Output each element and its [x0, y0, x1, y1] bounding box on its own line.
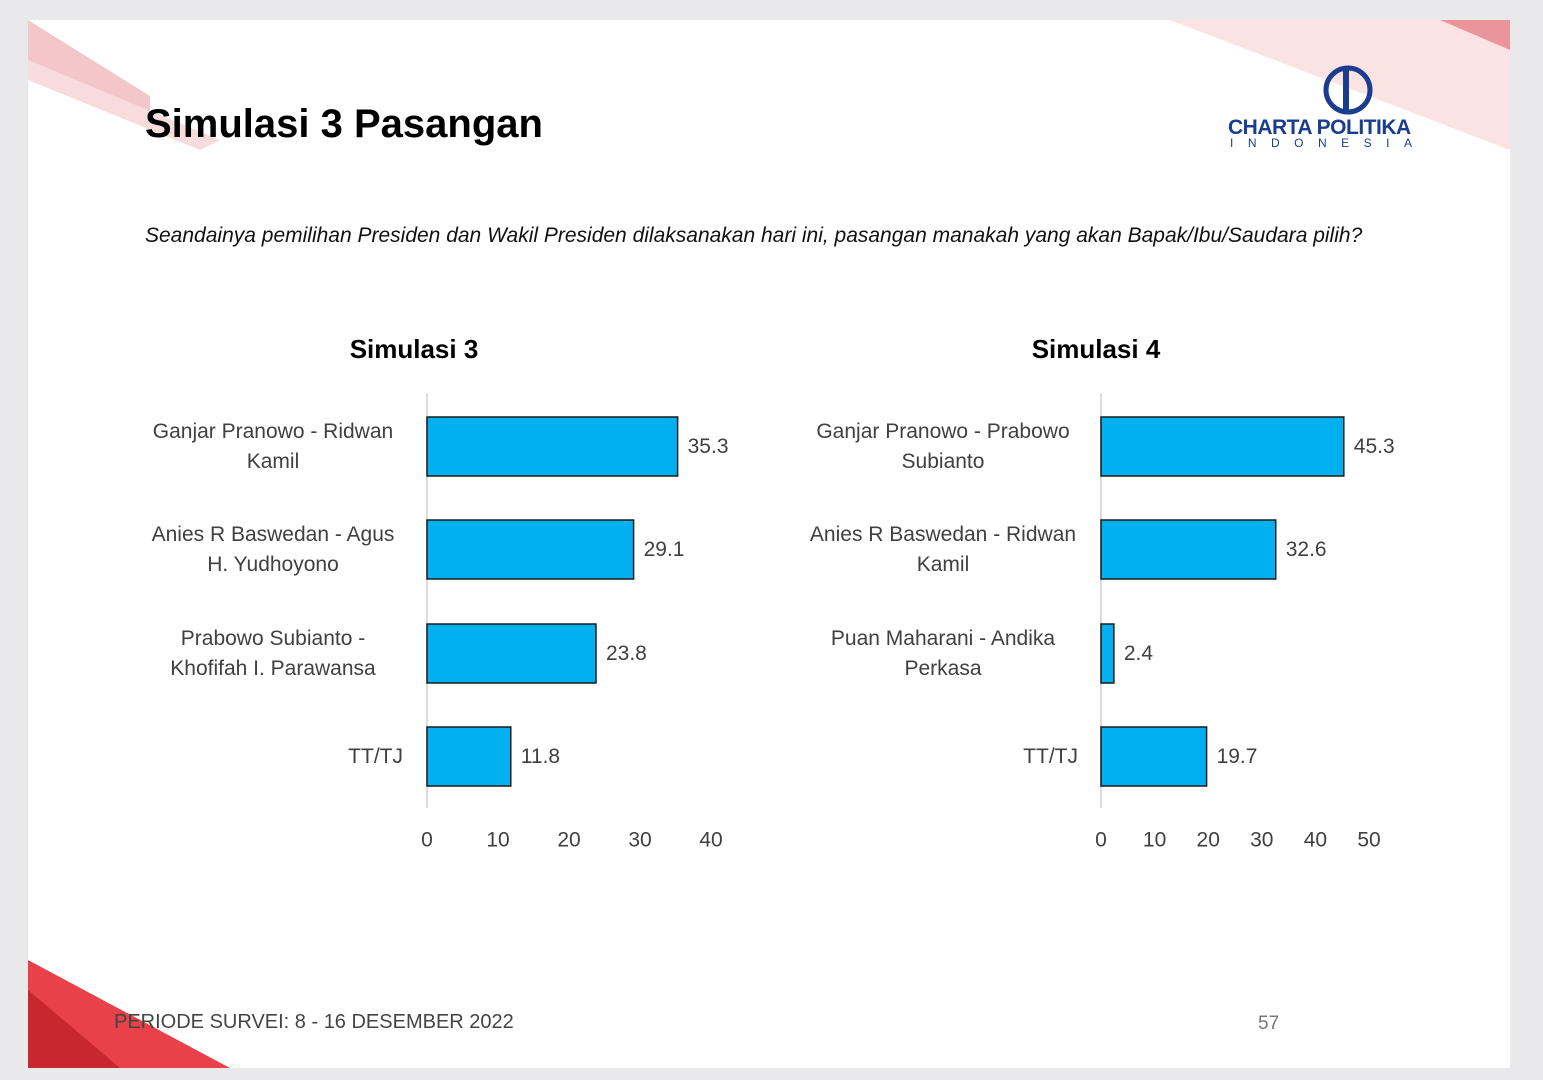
category-label-text: Anies R Baswedan - Ridwan Kamil: [809, 522, 1077, 576]
slide-title: Simulasi 3 Pasangan: [145, 102, 543, 146]
category-label-text: Anies R Baswedan - Agus H. Yudhoyono: [151, 522, 395, 576]
category-label: Ganjar Pranowo - Ridwan Kamil: [133, 417, 403, 477]
x-tick-label: 10: [1143, 829, 1166, 852]
x-tick-label: 20: [557, 829, 580, 852]
category-label-text: Puan Maharani - Andika Perkasa: [830, 626, 1056, 680]
value-label: 45.3: [1354, 435, 1395, 458]
x-tick-label: 40: [1304, 829, 1327, 852]
category-label-text: Ganjar Pranowo - Prabowo Subianto: [816, 419, 1070, 473]
page-number: 57: [1258, 1013, 1280, 1034]
value-label: 19.7: [1217, 745, 1258, 768]
decor: [1440, 20, 1510, 50]
decor: [28, 990, 120, 1068]
decor: [1170, 20, 1510, 150]
logo-country: INDONESIA: [1230, 136, 1427, 150]
logo-name: CHARTA POLITIKA: [1228, 116, 1411, 139]
question: Seandainya pemilihan Presiden dan Wakil …: [145, 224, 1363, 247]
value-label: 2.4: [1124, 642, 1154, 665]
x-tick-label: 10: [486, 829, 509, 852]
x-tick-label: 20: [1197, 829, 1220, 852]
value-label: 35.3: [688, 435, 729, 458]
value-label: 11.8: [521, 745, 560, 768]
value-label: 29.1: [644, 538, 685, 561]
value-label: 23.8: [606, 642, 647, 665]
logo-icon: [1323, 65, 1373, 115]
category-label: TT/TJ: [133, 742, 403, 772]
category-label: Anies R Baswedan - Agus H. Yudhoyono: [133, 520, 403, 580]
decor: [28, 60, 220, 150]
bar: [426, 519, 635, 580]
category-label: Anies R Baswedan - Ridwan Kamil: [808, 520, 1078, 580]
category-label: TT/TJ: [808, 742, 1078, 772]
bar: [1100, 726, 1208, 787]
x-tick-label: 30: [1250, 829, 1273, 852]
x-tick-label: 0: [421, 829, 433, 852]
bar: [426, 726, 512, 787]
logo-icon: [1343, 70, 1349, 110]
x-tick-label: 40: [699, 829, 722, 852]
decor: [28, 20, 150, 112]
x-tick-label: 30: [628, 829, 651, 852]
category-label: Ganjar Pranowo - Prabowo Subianto: [808, 417, 1078, 477]
bar: [426, 623, 597, 684]
value-label: 32.6: [1286, 538, 1327, 561]
x-tick-label: 0: [1095, 829, 1107, 852]
category-label: Prabowo Subianto - Khofifah I. Parawansa: [133, 624, 403, 684]
chart-title: Simulasi 4: [1031, 334, 1161, 364]
bar: [1100, 623, 1115, 684]
bar: [1100, 519, 1277, 580]
category-label-text: TT/TJ: [348, 744, 403, 768]
category-label-text: Ganjar Pranowo - Ridwan Kamil: [152, 419, 394, 473]
category-label-text: TT/TJ: [1023, 744, 1078, 768]
chart-title: Simulasi 3: [349, 334, 479, 364]
bar: [1100, 416, 1345, 477]
category-label-text: Prabowo Subianto - Khofifah I. Parawansa: [170, 626, 376, 680]
x-tick-label: 50: [1357, 829, 1380, 852]
bar: [426, 416, 679, 477]
survey-period: PERIODE SURVEI: 8 - 16 DESEMBER 2022: [114, 1011, 514, 1033]
category-label: Puan Maharani - Andika Perkasa: [808, 624, 1078, 684]
